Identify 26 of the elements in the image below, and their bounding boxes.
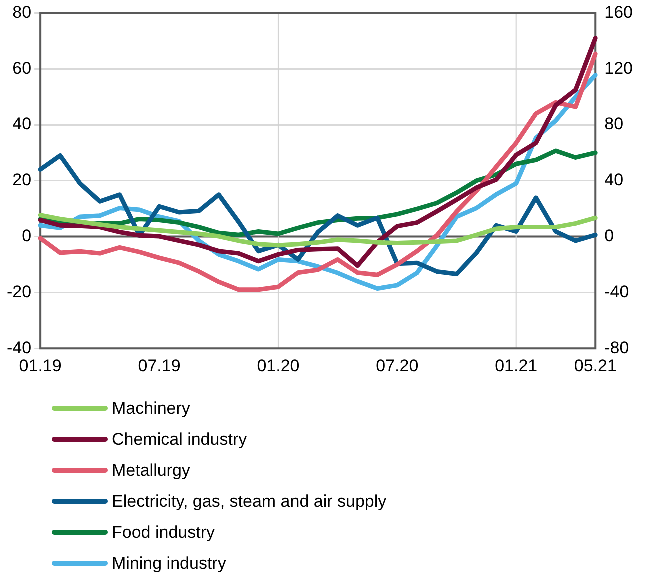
y2-tick-label: -80	[604, 338, 630, 358]
y2-tick-label: 80	[604, 114, 624, 134]
y2-tick-label: -40	[604, 282, 630, 302]
x-tick-label: 01.19	[19, 356, 62, 376]
x-tick-label: 01.20	[257, 356, 300, 376]
y2-tick-label: 120	[604, 58, 634, 78]
y-tick-label: -20	[6, 282, 32, 302]
legend-label: Electricity, gas, steam and air supply	[112, 492, 387, 512]
y-tick-label: 20	[12, 170, 32, 190]
legend-label: Metallurgy	[112, 460, 190, 480]
x-tick-label: 07.19	[138, 356, 181, 376]
x-tick-label: 07.20	[376, 356, 419, 376]
legend-label: Machinery	[112, 398, 190, 418]
y-tick-label: 0	[22, 226, 32, 246]
y-tick-label: 40	[12, 114, 32, 134]
y2-tick-label: 160	[604, 2, 634, 22]
y-tick-label: 80	[12, 2, 32, 22]
x-tick-label: 05.21	[574, 356, 617, 376]
x-tick-label: 01.21	[495, 356, 538, 376]
legend-label: Chemical industry	[112, 430, 248, 450]
y2-tick-label: 0	[604, 226, 614, 246]
legend-label: Food industry	[112, 522, 215, 542]
y2-tick-label: 40	[604, 170, 624, 190]
y-tick-label: -40	[6, 338, 32, 358]
legend-label: Mining industry	[112, 554, 226, 574]
y-tick-label: 60	[12, 58, 32, 78]
